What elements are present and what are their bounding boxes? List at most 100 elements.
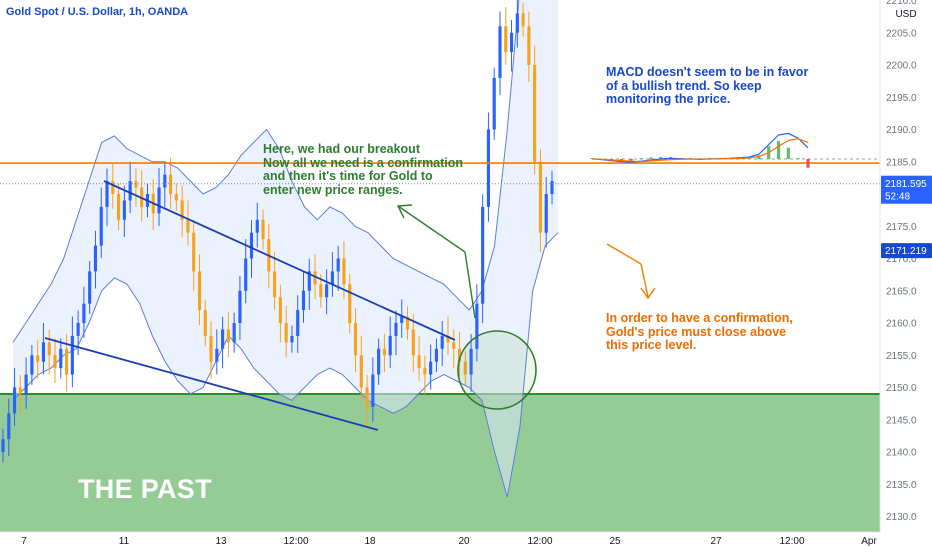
candle-body [492,77,496,130]
candle-body [342,258,346,285]
lower-trendline[interactable] [44,337,379,431]
candle-body [313,271,317,285]
price-tick-label: 2130.0 [886,512,917,523]
candle-body [249,232,254,259]
price-tick-label: 2145.0 [886,415,917,426]
orange-arrow-shaft[interactable] [606,243,642,265]
candle-body [423,368,427,375]
time-tick-label: 7 [21,536,27,547]
candle-body [244,258,248,291]
symbol-title: Gold Spot / U.S. Dollar, 1h, OANDA [6,6,189,18]
candle-body [209,335,213,362]
current-price-tag-bg [881,175,932,204]
price-tick-label: 2210.0 [886,0,917,7]
candle-body [353,323,358,356]
candle-body [278,297,282,323]
time-tick-label: 11 [119,536,130,547]
upper-trendline[interactable] [103,180,456,341]
current-price-tag: 2181.595 [885,179,927,190]
candle-body [215,348,219,362]
orange-arrow-shaft-2[interactable] [640,263,649,298]
time-tick-label: 12:00 [527,536,552,547]
candle-body [336,258,340,272]
candle-body [388,335,392,356]
candle-body [348,284,352,323]
candle-body [481,206,485,304]
price-tick-label: 2165.0 [886,286,917,297]
time-tick-label: 12:00 [283,536,308,547]
candle-body [36,355,40,362]
candle-body [261,219,265,240]
candle-body [515,13,519,33]
candle-body [394,323,398,336]
candle-body [128,181,132,201]
breakout-annotation: Here, we had our breakout Now all we nee… [263,142,464,197]
candle-body [273,271,277,298]
candle-body [377,348,381,375]
candle-body [12,387,17,414]
candle-body [238,290,242,323]
candle-body [197,271,202,311]
candle-body [232,323,236,343]
time-tick-label: 12:00 [779,536,804,547]
candle-body [1,439,5,452]
macd-histogram-bar [796,157,800,159]
candle-body [400,316,404,323]
candle-body [544,194,548,233]
candle-body [325,284,329,298]
macd-histogram-bar [786,147,790,159]
breakout-circle[interactable] [457,330,537,410]
price-tick-label: 2170.0 [886,254,917,265]
candle-body [93,245,98,272]
price-tick-label: 2200.0 [886,61,917,72]
time-tick-label: 13 [215,536,227,547]
candle-body [174,194,178,201]
confirmation-annotation: In order to have a confirmation, Gold's … [606,311,793,352]
the-past-label: THE PAST [78,474,212,504]
green-arrow-shaft-2[interactable] [397,205,466,253]
candle-body [134,181,138,188]
candle-body [371,374,375,407]
candle-body [301,290,306,311]
candle-body [47,342,51,356]
candle-body [463,361,467,375]
candle-body [53,355,57,369]
candle-body [41,342,46,362]
macd-histogram-bar [757,155,761,159]
time-tick-label: 18 [364,536,376,547]
price-tick-label: 2185.0 [886,157,917,168]
macd-annotation: MACD doesn't seem to be in favor of a bu… [606,65,809,106]
candle-body [452,342,456,349]
green-arrow-head [396,204,413,219]
time-tick-label: Apr [861,536,877,547]
candle-body [509,32,514,53]
macd-histogram-bar [776,141,781,159]
time-tick-label: 25 [609,536,621,547]
candle-body [486,129,491,207]
candle-body [203,310,207,336]
countdown-tag: 52:48 [885,192,910,203]
price-axis-bg [880,0,932,550]
candle-body [429,361,433,375]
candle-body [82,303,86,323]
candle-body [538,161,543,233]
candle-body [163,174,167,188]
candle-body [221,329,225,349]
low-price-tag: 2171.219 [885,246,927,257]
candle-body [457,348,462,362]
candle-body [226,329,230,343]
candle-body [105,181,109,207]
candle-body [122,200,126,220]
low-price-tag-bg [881,243,932,259]
candle-body [99,206,103,246]
green-arrow-shaft[interactable] [464,251,476,319]
candle-body [64,348,69,375]
price-tick-label: 2190.0 [886,125,917,136]
macd-histogram-bar [590,158,594,159]
bollinger-upper-line [12,0,520,343]
price-tick-label: 2155.0 [886,351,917,362]
time-tick-label: 20 [458,536,470,547]
price-tick-label: 2135.0 [886,480,917,491]
